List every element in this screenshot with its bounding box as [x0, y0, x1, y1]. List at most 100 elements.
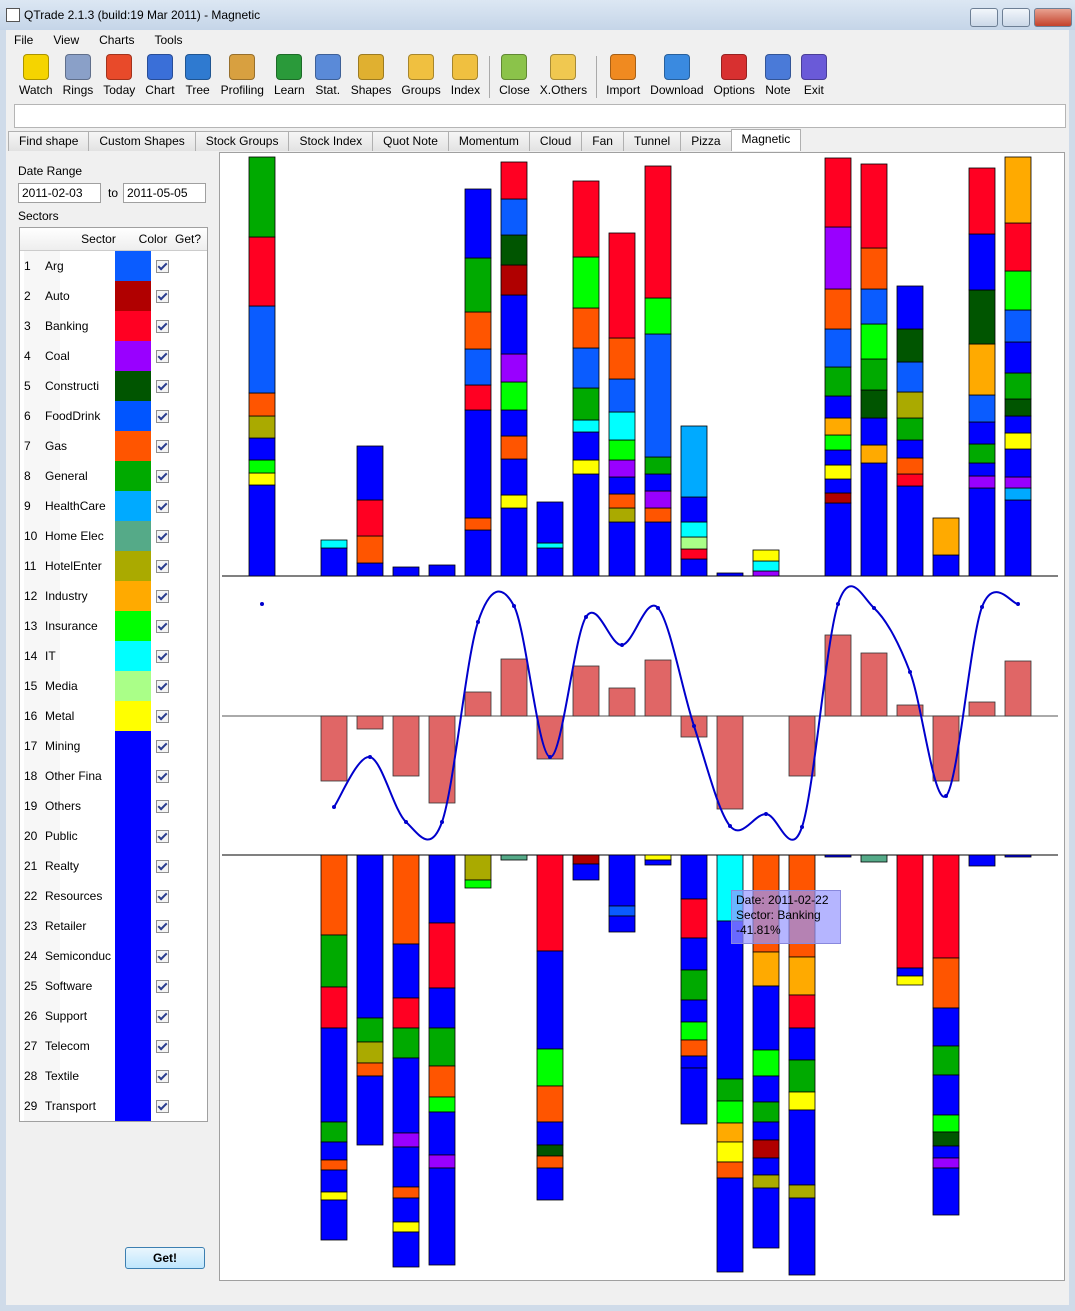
toolbar-button[interactable]: Today — [98, 54, 140, 100]
menu-item[interactable]: View — [53, 33, 80, 47]
row-number: 8 — [24, 461, 60, 491]
get-checkbox[interactable] — [156, 560, 169, 573]
table-row: 2 Auto — [20, 281, 207, 311]
get-cell — [151, 611, 185, 641]
toolbar-button[interactable]: Import — [601, 54, 645, 100]
get-checkbox[interactable] — [156, 710, 169, 723]
get-checkbox[interactable] — [156, 860, 169, 873]
menu-item[interactable]: File — [14, 33, 34, 47]
get-checkbox[interactable] — [156, 470, 169, 483]
minimize-button[interactable] — [970, 8, 998, 27]
toolbar-button[interactable]: Shapes — [346, 54, 397, 100]
get-checkbox[interactable] — [156, 890, 169, 903]
tab[interactable]: Stock Groups — [194, 131, 290, 151]
stack-segment — [968, 394, 996, 423]
toolbar-button[interactable]: Stat. — [310, 54, 346, 100]
row-number: 16 — [24, 701, 60, 731]
tab[interactable]: Tunnel — [622, 131, 682, 151]
stack-segment — [1004, 448, 1032, 478]
toolbar-button[interactable]: Note — [760, 54, 796, 100]
get-checkbox[interactable] — [156, 830, 169, 843]
to-date[interactable]: 2011-05-05 — [123, 183, 206, 203]
get-checkbox[interactable] — [156, 410, 169, 423]
sector-color — [115, 491, 151, 521]
stack-segment — [392, 1146, 420, 1188]
get-checkbox[interactable] — [156, 1040, 169, 1053]
toolbar-button[interactable]: Options — [709, 54, 760, 100]
get-checkbox[interactable] — [156, 770, 169, 783]
tab[interactable]: Magnetic — [730, 129, 802, 151]
toolbar-label: X.Others — [539, 83, 588, 97]
get-checkbox[interactable] — [156, 800, 169, 813]
stack-segment — [572, 347, 600, 389]
get-checkbox[interactable] — [156, 650, 169, 663]
get-checkbox[interactable] — [156, 920, 169, 933]
tab[interactable]: Custom Shapes — [88, 131, 196, 151]
toolbar-button[interactable]: Download — [645, 54, 708, 100]
menu-item[interactable]: Charts — [99, 33, 135, 47]
get-checkbox[interactable] — [156, 980, 169, 993]
toolbar-button[interactable]: X.Others — [535, 54, 592, 100]
tab[interactable]: Fan — [581, 131, 624, 151]
get-button[interactable]: Get! — [125, 1247, 205, 1269]
stack-segment — [788, 1091, 816, 1111]
get-checkbox[interactable] — [156, 500, 169, 513]
get-checkbox[interactable] — [156, 320, 169, 333]
tab[interactable]: Momentum — [447, 131, 530, 151]
get-checkbox[interactable] — [156, 620, 169, 633]
get-checkbox[interactable] — [156, 1010, 169, 1023]
toolbar-button[interactable]: Exit — [796, 54, 832, 100]
stack-segment — [608, 378, 636, 413]
stack-segment — [680, 1067, 708, 1125]
trend-point — [908, 670, 912, 674]
tab[interactable]: Quot Note — [372, 131, 449, 151]
close-button[interactable] — [1034, 8, 1072, 27]
toolbar-button[interactable]: Index — [446, 54, 485, 100]
net-bar — [356, 715, 384, 730]
get-checkbox[interactable] — [156, 440, 169, 453]
tab[interactable]: Pizza — [680, 131, 732, 151]
menu-item[interactable]: Tools — [154, 33, 183, 47]
get-checkbox[interactable] — [156, 1070, 169, 1083]
stack-segment — [536, 1048, 564, 1087]
from-date[interactable]: 2011-02-03 — [18, 183, 101, 203]
tab[interactable]: Cloud — [528, 131, 583, 151]
column-header: Color — [138, 232, 168, 246]
stack-segment — [752, 1187, 780, 1249]
get-checkbox[interactable] — [156, 680, 169, 693]
tab[interactable]: Stock Index — [288, 131, 374, 151]
stack-segment — [968, 487, 996, 577]
toolbar-button[interactable]: Rings — [58, 54, 99, 100]
get-checkbox[interactable] — [156, 1100, 169, 1113]
get-checkbox[interactable] — [156, 380, 169, 393]
get-checkbox[interactable] — [156, 740, 169, 753]
row-number: 9 — [24, 491, 60, 521]
get-checkbox[interactable] — [156, 590, 169, 603]
stack-segment — [752, 1174, 780, 1189]
maximize-button[interactable] — [1002, 8, 1030, 27]
table-row: 15 Media — [20, 671, 207, 701]
stack-segment — [608, 854, 636, 907]
get-checkbox[interactable] — [156, 350, 169, 363]
get-checkbox[interactable] — [156, 260, 169, 273]
toolbar-icon — [452, 54, 479, 80]
stack-segment — [788, 1109, 816, 1186]
toolbar-button[interactable]: Close — [494, 54, 535, 100]
get-checkbox[interactable] — [156, 530, 169, 543]
command-combo[interactable] — [14, 104, 1066, 128]
stack-segment — [932, 1145, 960, 1159]
toolbar-button[interactable]: Chart — [140, 54, 179, 100]
toolbar-button[interactable]: Tree — [180, 54, 216, 100]
stack-segment — [824, 434, 852, 451]
get-checkbox[interactable] — [156, 290, 169, 303]
tab[interactable]: Find shape — [8, 131, 90, 151]
toolbar-button[interactable]: Learn — [269, 54, 310, 100]
sector-name: Industry — [45, 589, 88, 603]
toolbar-icon — [106, 54, 133, 80]
toolbar-button[interactable]: Groups — [396, 54, 445, 100]
stack-segment — [536, 1155, 564, 1169]
stack-segment — [896, 328, 924, 363]
get-checkbox[interactable] — [156, 950, 169, 963]
toolbar-button[interactable]: Watch — [14, 54, 58, 100]
toolbar-button[interactable]: Profiling — [216, 54, 269, 100]
